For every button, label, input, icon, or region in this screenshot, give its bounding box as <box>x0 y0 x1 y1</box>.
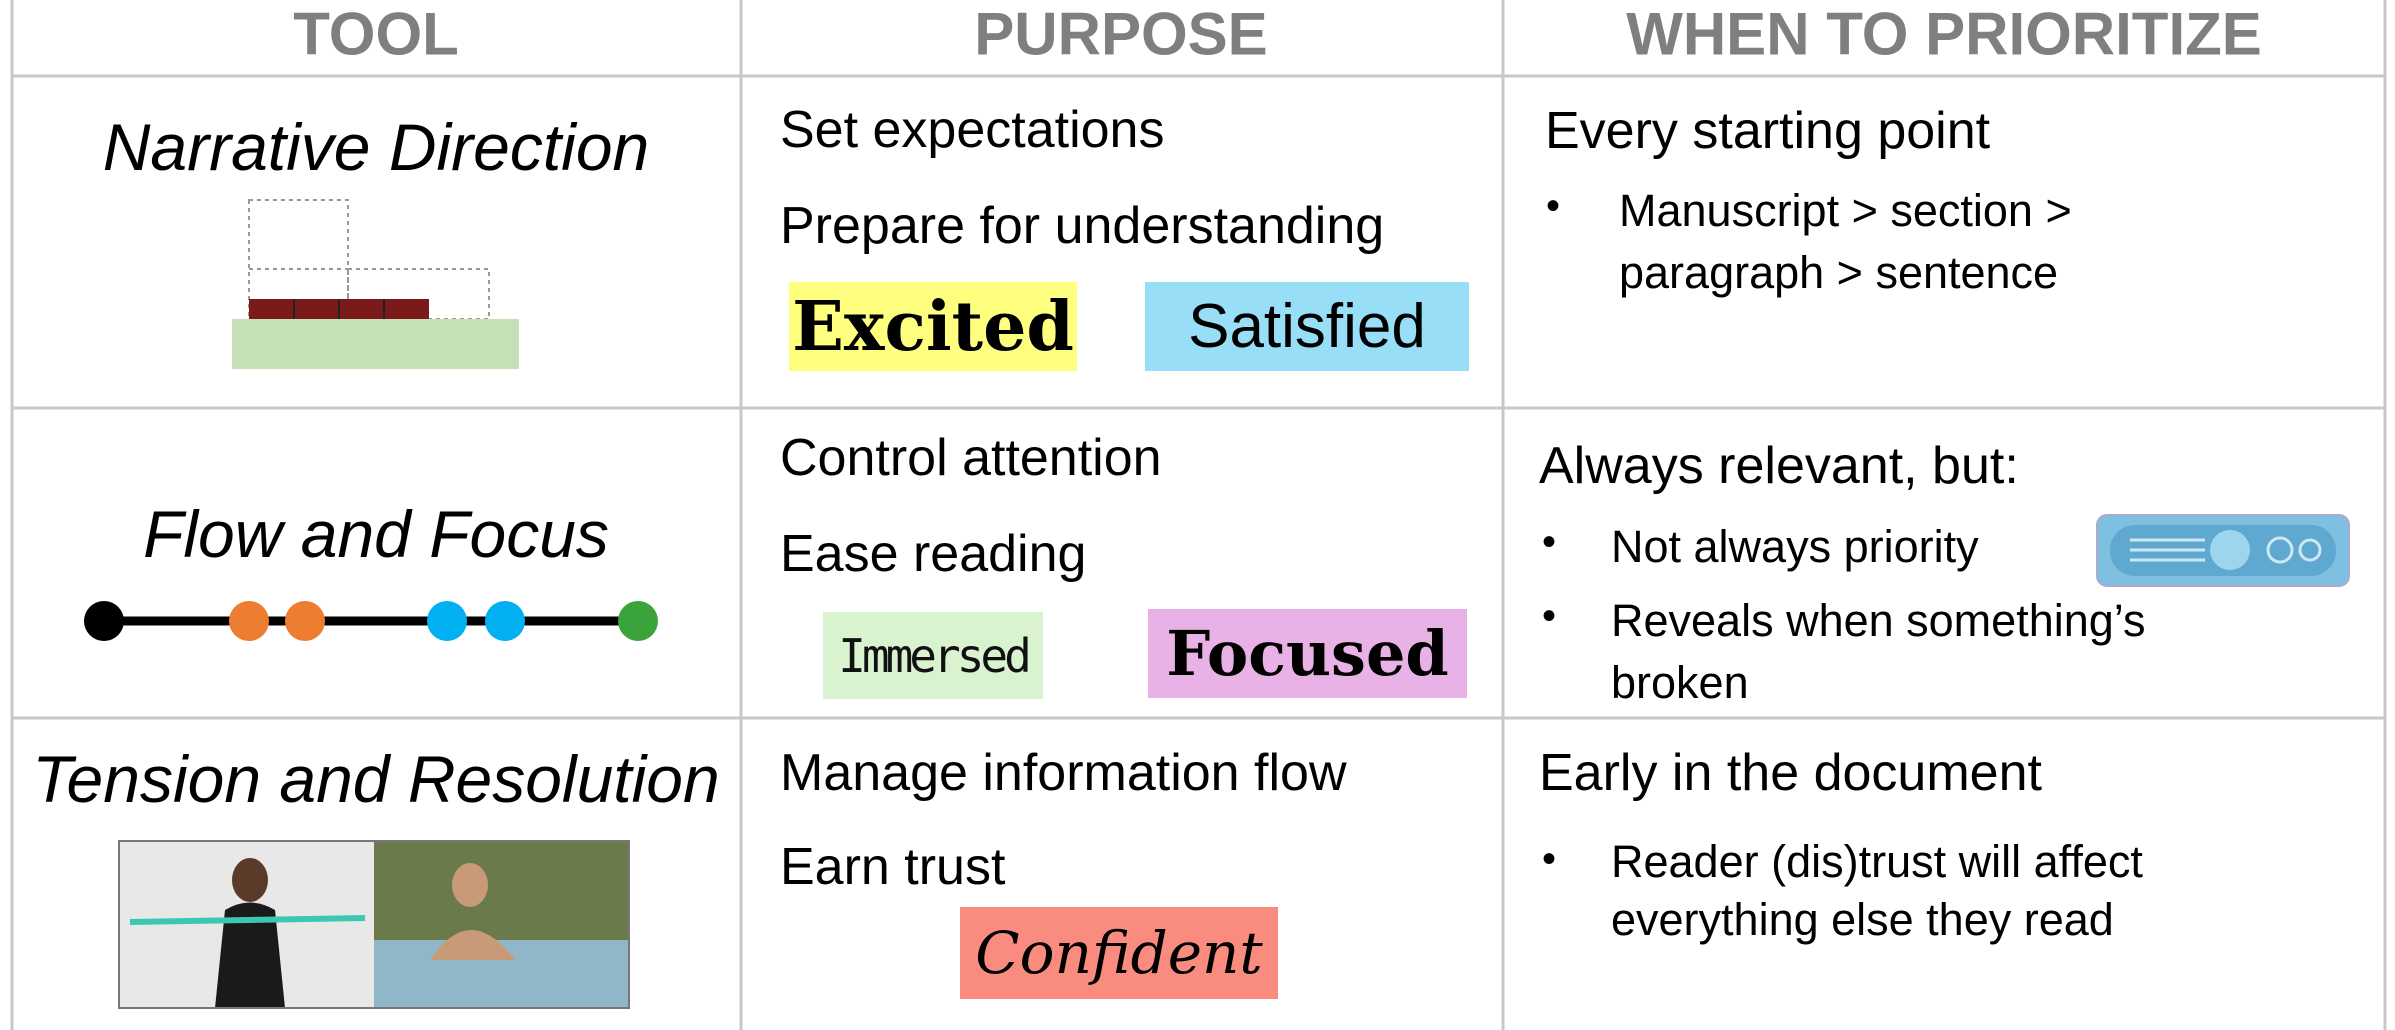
bullet-text: Reveals when something’s broken <box>1611 595 2146 708</box>
flow-line-illustration <box>84 601 658 641</box>
tool-name: Flow and Focus <box>143 497 609 571</box>
photo-pair <box>118 840 630 1009</box>
bullet: • <box>1546 184 1561 228</box>
bullet: • <box>1542 594 1557 638</box>
purpose-text: Control attention <box>780 429 1162 487</box>
feeling-tag: Focused <box>1148 609 1467 698</box>
bullet: • <box>1542 837 1557 881</box>
purpose-text: Ease reading <box>780 525 1087 583</box>
purpose-text: Earn trust <box>780 838 1006 896</box>
feeling-tag: Confident <box>960 907 1278 999</box>
feeling-tag: Excited <box>789 282 1077 371</box>
purpose-text: Manage information flow <box>780 744 1347 802</box>
device-image <box>2096 514 2350 587</box>
tool-name: Narrative Direction <box>102 110 650 184</box>
feeling-tag: Immersed <box>823 612 1043 699</box>
bullet-text: Reader (dis)trust will affect everything… <box>1611 836 2143 945</box>
bullet-text: Not always priority <box>1611 521 1979 572</box>
purpose-text: Prepare for understanding <box>780 197 1385 255</box>
blocks-illustration <box>232 199 519 369</box>
purpose-text: Set expectations <box>780 101 1165 159</box>
column-header: WHEN TO PRIORITIZE <box>1626 0 2262 68</box>
when-text: Always relevant, but: <box>1539 437 2019 495</box>
feeling-tag: Satisfied <box>1145 282 1469 371</box>
tool-name: Tension and Resolution <box>32 742 720 816</box>
bullet-text: Manuscript > section > paragraph > sente… <box>1619 185 2072 298</box>
when-text: Every starting point <box>1545 102 1991 160</box>
column-header: TOOL <box>293 0 459 68</box>
bullet: • <box>1542 520 1557 564</box>
when-text: Early in the document <box>1539 744 2042 802</box>
column-header: PURPOSE <box>974 0 1268 68</box>
